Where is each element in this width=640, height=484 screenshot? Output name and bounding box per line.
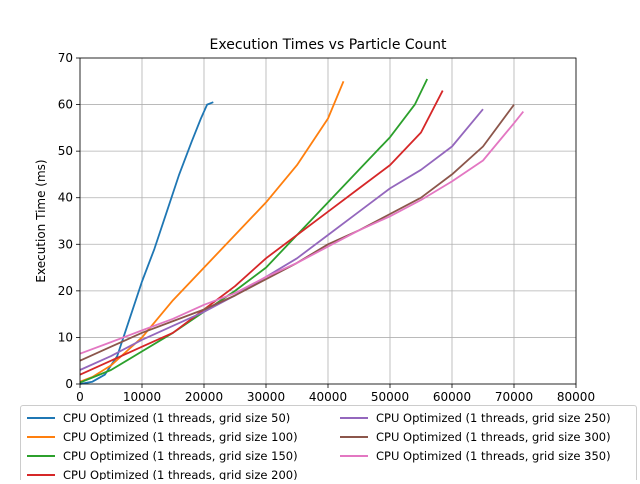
y-tick-label: 40 <box>58 191 73 205</box>
series-line-4 <box>79 108 484 371</box>
x-tick-label: 30000 <box>247 390 285 404</box>
x-tick-label: 40000 <box>309 390 347 404</box>
series-layer <box>79 78 525 385</box>
legend-item: CPU Optimized (1 threads, grid size 100) <box>27 427 298 446</box>
legend-label: CPU Optimized (1 threads, grid size 200) <box>63 467 298 481</box>
y-tick-label: 10 <box>58 330 73 344</box>
series-line-1 <box>79 80 345 383</box>
y-tick-label: 20 <box>58 284 73 298</box>
legend-item: CPU Optimized (1 threads, grid size 250) <box>340 408 611 427</box>
plot-frame <box>79 57 577 385</box>
legend-swatch <box>340 454 368 457</box>
legend-swatch <box>27 454 55 457</box>
x-tick-label: 20000 <box>185 390 223 404</box>
series-line-0 <box>79 101 214 385</box>
legend-swatch <box>340 416 368 419</box>
legend-label: CPU Optimized (1 threads, grid size 50) <box>63 410 291 425</box>
axes-layer: 0 10000 20000 30000 40000 50000 60000 70000 8000… <box>58 51 595 404</box>
legend: CPU Optimized (1 threads, grid size 50) C… <box>20 405 637 480</box>
legend-label: CPU Optimized (1 threads, grid size 100) <box>63 429 298 444</box>
y-tick-label: 50 <box>58 144 73 158</box>
series-line-6 <box>79 111 525 355</box>
legend-item: CPU Optimized (1 threads, grid size 150) <box>27 446 298 465</box>
legend-swatch <box>27 435 55 438</box>
y-tick-label: 70 <box>58 51 73 65</box>
y-tick-label: 0 <box>65 377 73 391</box>
x-tick-label: 50000 <box>371 390 409 404</box>
x-tick-label: 60000 <box>433 390 471 404</box>
legend-item: CPU Optimized (1 threads, grid size 350) <box>340 446 611 465</box>
series-line-5 <box>79 104 515 362</box>
x-tick-label: 80000 <box>557 390 595 404</box>
legend-label: CPU Optimized (1 threads, grid size 150) <box>63 448 298 463</box>
y-tick-label: 30 <box>58 237 73 251</box>
x-tick-label: 70000 <box>495 390 533 404</box>
series-line-2 <box>79 78 429 384</box>
legend-item: CPU Optimized (1 threads, grid size 50) <box>27 408 290 427</box>
legend-swatch <box>340 435 368 438</box>
x-tick-label: 0 <box>76 390 84 404</box>
y-axis-label: Execution Time (ms) <box>34 159 48 282</box>
legend-item: CPU Optimized (1 threads, grid size 200) <box>27 465 298 480</box>
legend-swatch <box>27 473 55 476</box>
x-tick-label: 10000 <box>123 390 161 404</box>
legend-item: CPU Optimized (1 threads, grid size 300) <box>340 427 611 446</box>
chart-title: Execution Times vs Particle Count <box>210 37 447 53</box>
legend-label: CPU Optimized (1 threads, grid size 250) <box>376 410 611 425</box>
legend-label: CPU Optimized (1 threads, grid size 300) <box>376 429 611 444</box>
legend-label: CPU Optimized (1 threads, grid size 350) <box>376 448 611 463</box>
series-line-3 <box>79 90 444 376</box>
legend-swatch <box>27 416 55 419</box>
y-tick-label: 60 <box>58 98 73 112</box>
